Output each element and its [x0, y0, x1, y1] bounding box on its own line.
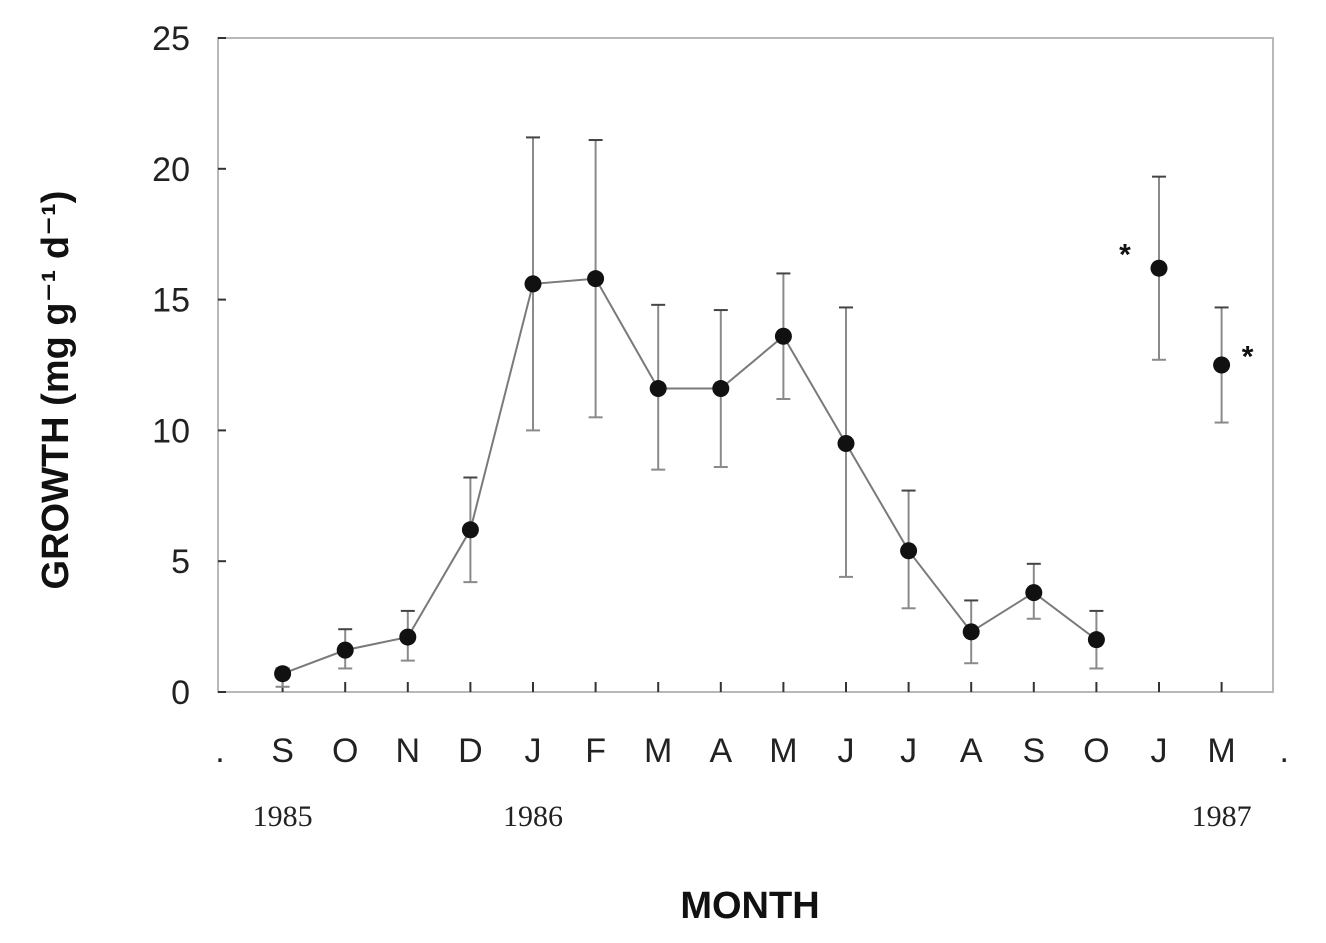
x-tick-label: A [709, 732, 732, 770]
year-label: 1987 [1192, 800, 1252, 833]
x-tick-label: A [960, 732, 983, 770]
data-point [274, 665, 292, 683]
data-point [962, 623, 980, 641]
x-tick-label: J [900, 732, 917, 770]
y-tick-label: 0 [171, 674, 190, 712]
data-point [837, 434, 855, 452]
x-tick-label: N [396, 732, 421, 770]
x-tick-label: O [1083, 732, 1109, 770]
data-point [649, 380, 667, 398]
data-point [1025, 584, 1043, 602]
data-point [1087, 631, 1105, 649]
data-point [1213, 356, 1231, 374]
y-tick-label: 20 [152, 151, 190, 189]
x-tick-label: M [1207, 732, 1235, 770]
data-point [900, 542, 918, 560]
x-tick-label: O [332, 732, 358, 770]
data-point [461, 521, 479, 539]
series-line [282, 277, 1098, 675]
y-tick-label: 5 [171, 543, 190, 581]
y-axis-label: GROWTH (mg g⁻¹ d⁻¹) [35, 191, 77, 590]
y-tick-label: 15 [152, 282, 190, 320]
x-tick-label: . [1279, 732, 1288, 770]
data-point [399, 628, 417, 646]
significance-asterisk: * [1242, 341, 1254, 374]
y-tick-label: 25 [152, 20, 190, 58]
x-tick-label: M [644, 732, 672, 770]
x-tick-label: D [458, 732, 483, 770]
data-point [336, 641, 354, 659]
data-point [1150, 259, 1168, 277]
x-tick-label: F [585, 732, 606, 770]
x-tick-label: . [215, 732, 224, 770]
x-tick-label: S [1022, 732, 1045, 770]
y-tick-label: 10 [152, 412, 190, 450]
year-label: 1985 [253, 800, 313, 833]
plot-frame [217, 37, 1274, 693]
significance-asterisk: * [1119, 239, 1131, 272]
x-axis-label: MONTH [680, 885, 819, 927]
x-tick-label: S [271, 732, 294, 770]
x-tick-label: J [838, 732, 855, 770]
year-label: 1986 [503, 800, 563, 833]
data-point [587, 270, 605, 288]
x-tick-label: J [1151, 732, 1168, 770]
data-point [524, 275, 542, 293]
data-point [774, 327, 792, 345]
data-point [712, 380, 730, 398]
x-tick-label: M [769, 732, 797, 770]
x-tick-label: J [525, 732, 542, 770]
